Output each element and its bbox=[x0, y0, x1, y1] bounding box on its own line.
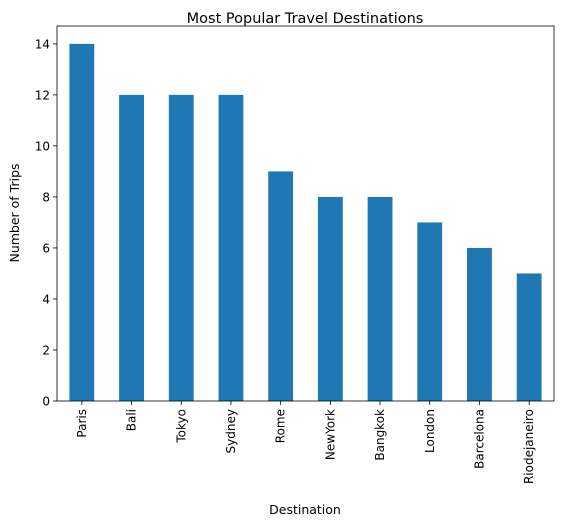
y-tick-label: 12 bbox=[35, 88, 50, 102]
x-tick-label: London bbox=[423, 409, 437, 453]
bar-rome bbox=[268, 171, 294, 401]
plot-frame bbox=[56, 25, 555, 402]
x-tick-label: Tokyo bbox=[174, 409, 188, 444]
bar-bali bbox=[119, 94, 144, 401]
bar-newyork bbox=[317, 196, 343, 401]
x-tick-label: Sydney bbox=[224, 409, 238, 453]
y-tick-label: 6 bbox=[42, 241, 50, 255]
x-tick-label: Bangkok bbox=[373, 409, 387, 461]
y-axis-label: Number of Trips bbox=[7, 163, 22, 262]
bar-barcelona bbox=[467, 247, 492, 401]
bar-bangkok bbox=[367, 196, 393, 401]
bar-riodejaneiro bbox=[516, 273, 542, 401]
y-tick-label: 14 bbox=[35, 37, 50, 51]
bar-london bbox=[417, 222, 443, 401]
y-tick-label: 2 bbox=[42, 343, 50, 357]
chart-title: Most Popular Travel Destinations bbox=[187, 11, 424, 27]
y-tick-label: 0 bbox=[42, 395, 50, 409]
x-tick-label: Bali bbox=[125, 409, 139, 431]
x-tick-label: Rome bbox=[274, 409, 288, 443]
bar-sydney bbox=[218, 94, 244, 401]
x-tick-label: Paris bbox=[75, 409, 89, 438]
x-tick-label: NewYork bbox=[323, 409, 337, 460]
x-tick-label: Riodejaneiro bbox=[522, 409, 536, 484]
bar-tokyo bbox=[168, 94, 194, 401]
y-tick-label: 8 bbox=[42, 190, 50, 204]
y-axis: 0 2 4 6 8 10 12 14 bbox=[35, 37, 57, 409]
x-axis-label: Destination bbox=[269, 502, 341, 517]
x-tick-label: Barcelona bbox=[472, 409, 486, 469]
bars-group bbox=[69, 43, 542, 402]
bar-paris bbox=[69, 43, 95, 402]
y-tick-label: 10 bbox=[35, 139, 50, 153]
y-tick-label: 4 bbox=[42, 292, 50, 306]
x-axis: Paris Bali Tokyo Sydney Rome NewYork Bangkok Lo… bbox=[75, 401, 536, 484]
